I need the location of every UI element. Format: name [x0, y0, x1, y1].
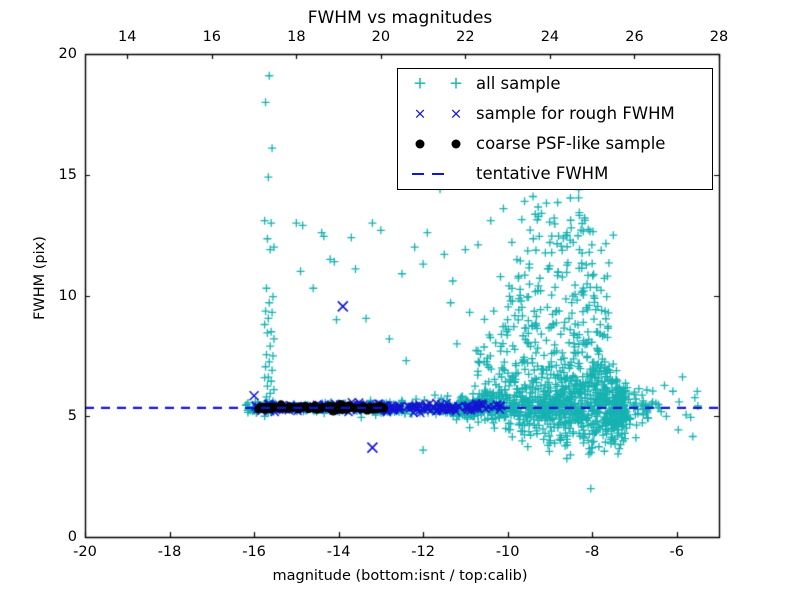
plus-icon: +: [412, 73, 428, 94]
legend-item-tentative-fwhm: tentative FWHM: [398, 159, 712, 189]
xtick-top-5: 24: [540, 29, 560, 45]
cross-icon: ×: [449, 104, 463, 123]
legend-marker-all-sample: + +: [404, 70, 476, 98]
dash-segment-icon: [432, 173, 444, 175]
legend-label-psf-like: coarse PSF-like sample: [476, 133, 666, 153]
xtick-bottom-2: -16: [242, 544, 266, 560]
xtick-top-4: 22: [456, 29, 475, 45]
legend-item-all-sample: + + all sample: [398, 69, 712, 99]
xtick-bottom-6: -8: [584, 544, 600, 560]
xtick-bottom-0: -20: [73, 544, 97, 560]
legend-label-tentative-fwhm: tentative FWHM: [476, 163, 609, 183]
cross-icon: ×: [413, 104, 427, 123]
xtick-bottom-7: -6: [669, 544, 684, 560]
legend-label-rough-fwhm: sample for rough FWHM: [476, 103, 675, 123]
chart-legend: + + all sample × × sample for rough FWHM…: [397, 68, 713, 190]
ytick-3: 15: [58, 166, 77, 183]
ytick-0: 0: [67, 529, 77, 545]
xtick-bottom-3: -14: [326, 544, 351, 560]
xtick-bottom-1: -18: [157, 544, 182, 560]
xtick-top-1: 16: [202, 29, 222, 45]
xtick-top-7: 28: [709, 29, 729, 45]
dot-icon: [451, 139, 461, 149]
xtick-bottom-5: -10: [495, 544, 520, 560]
x-axis-label: magnitude (bottom:isnt / top:calib): [272, 568, 528, 584]
legend-item-rough-fwhm: × × sample for rough FWHM: [398, 99, 712, 129]
legend-marker-tentative-fwhm: [404, 160, 476, 188]
ytick-4: 20: [58, 46, 77, 62]
xtick-top-6: 26: [625, 29, 644, 45]
ytick-1: 5: [67, 408, 77, 425]
ytick-2: 10: [58, 287, 77, 304]
xtick-top-2: 18: [287, 29, 306, 45]
legend-marker-psf-like: [404, 130, 476, 158]
xtick-top-0: 14: [118, 29, 137, 45]
chart-title: FWHM vs magnitudes: [307, 8, 493, 28]
dot-icon: [415, 139, 425, 149]
dash-segment-icon: [412, 173, 424, 175]
plus-icon: +: [448, 73, 464, 94]
legend-marker-rough-fwhm: × ×: [404, 100, 476, 128]
legend-item-psf-like: coarse PSF-like sample: [398, 129, 712, 159]
y-axis-label: FWHM (pix): [32, 236, 48, 320]
legend-label-all-sample: all sample: [476, 73, 561, 93]
xtick-bottom-4: -12: [411, 544, 435, 560]
xtick-top-3: 20: [371, 29, 391, 45]
